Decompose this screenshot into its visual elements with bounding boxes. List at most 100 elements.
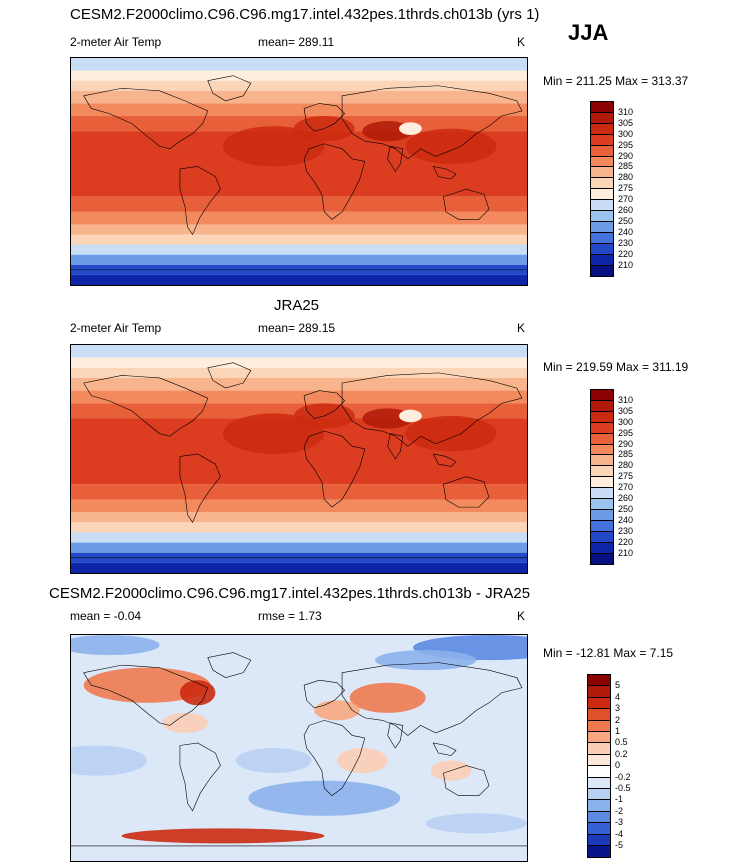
colorbar-label: 1 (615, 726, 621, 736)
panel1-mean-label: mean= 289.11 (258, 35, 335, 49)
colorbar-swatch (587, 674, 611, 687)
colorbar-swatch (587, 833, 611, 846)
colorbar-swatch (590, 498, 614, 510)
colorbar-swatch (587, 731, 611, 744)
panel2-units-label: K (517, 321, 526, 335)
colorbar-swatch (590, 111, 614, 124)
colorbar-swatch (590, 264, 614, 278)
colorbar-swatch (590, 144, 614, 157)
panel2-variable-label: 2-meter Air Temp (70, 321, 162, 335)
panel3-map (70, 634, 528, 862)
colorbar-swatch (590, 210, 614, 222)
colorbar-swatch (590, 389, 614, 401)
colorbar-swatch (590, 410, 614, 423)
colorbar-swatch (587, 788, 611, 801)
colorbar-label: -1 (615, 794, 624, 805)
colorbar-label: 0.5 (615, 737, 628, 748)
colorbar-label: 2 (615, 714, 621, 725)
colorbar-label: 250 (618, 215, 634, 226)
colorbar-label: 4 (615, 691, 621, 702)
colorbar-label: -5 (615, 840, 624, 850)
colorbar-swatch (587, 742, 611, 755)
colorbar-swatch (590, 541, 614, 554)
colorbar-swatch (587, 810, 611, 824)
colorbar-label: -0.5 (615, 783, 631, 793)
colorbar-label: 210 (618, 547, 634, 558)
colorbar-swatch (587, 822, 611, 835)
colorbar-label: 275 (618, 471, 634, 482)
panel1-variable-label: 2-meter Air Temp (70, 35, 162, 49)
panel2-range-label: Min = 219.59 Max = 311.19 (543, 360, 689, 374)
colorbar-label: 230 (618, 237, 634, 248)
panel3-rmse-label: rmse = 1.73 (258, 609, 322, 623)
colorbar-swatch (590, 122, 614, 135)
colorbar-label: 280 (618, 460, 634, 471)
colorbar-label: 210 (618, 259, 634, 270)
panel1-units-label: K (517, 35, 526, 49)
colorbar-label: 280 (618, 172, 634, 183)
colorbar-label: 0.2 (615, 748, 628, 759)
colorbar-swatch (590, 508, 614, 521)
colorbar-swatch (587, 845, 611, 859)
colorbar-swatch (587, 776, 611, 789)
colorbar-swatch (590, 155, 614, 168)
panel3-mean-label: mean = -0.04 (70, 609, 142, 623)
colorbar-swatch (590, 166, 614, 179)
colorbar-swatch (590, 487, 614, 499)
colorbar-swatch (590, 177, 614, 190)
colorbar-label: 285 (618, 161, 634, 172)
colorbar-swatch (590, 231, 614, 244)
colorbar-label: 260 (618, 205, 634, 215)
colorbar-swatch (590, 220, 614, 233)
colorbar-swatch (590, 242, 614, 255)
panel1-title: CESM2.F2000climo.C96.C96.mg17.intel.432p… (70, 6, 540, 23)
colorbar-label: 275 (618, 183, 634, 194)
colorbar-swatch (587, 708, 611, 721)
colorbar-swatch (590, 530, 614, 543)
colorbar-swatch (590, 476, 614, 489)
colorbar-swatch (590, 199, 614, 211)
colorbar-label: 290 (618, 150, 634, 161)
colorbar-label: 290 (618, 438, 634, 449)
season-label: JJA (568, 20, 609, 45)
colorbar-swatch (590, 552, 614, 566)
colorbar-label: 230 (618, 525, 634, 536)
map-field (71, 345, 527, 573)
colorbar-label: 220 (618, 536, 634, 547)
colorbar-swatch (587, 765, 611, 778)
panel3-title: CESM2.F2000climo.C96.C96.mg17.intel.432p… (49, 585, 531, 602)
colorbar-label: 240 (618, 514, 634, 525)
colorbar-label: 300 (618, 128, 634, 139)
colorbar-label: 305 (618, 117, 634, 128)
colorbar-label: -0.2 (615, 771, 631, 782)
colorbar-swatch (590, 421, 614, 434)
panel2-map (70, 344, 528, 574)
colorbar-swatch (587, 696, 611, 710)
colorbar-swatch (590, 519, 614, 532)
colorbar-label: 310 (618, 106, 634, 117)
colorbar-swatch (590, 399, 614, 412)
colorbar-label: 295 (618, 139, 634, 150)
colorbar-swatch (590, 133, 614, 146)
colorbar-swatch (590, 253, 614, 266)
colorbar-swatch (590, 454, 614, 467)
colorbar-label: 300 (618, 416, 634, 427)
colorbar-label: -3 (615, 817, 624, 828)
panel3-range-label: Min = -12.81 Max = 7.15 (543, 646, 674, 660)
colorbar-swatch (587, 799, 611, 812)
map-field (71, 58, 527, 285)
colorbar-swatch (590, 432, 614, 445)
panel2-mean-label: mean= 289.15 (258, 321, 336, 335)
colorbar-label: -4 (615, 828, 624, 839)
colorbar-label: 5 (615, 680, 621, 691)
colorbar-label: 0 (615, 760, 621, 771)
panel1-range-label: Min = 211.25 Max = 313.37 (543, 74, 689, 88)
colorbar-swatch (587, 685, 611, 698)
colorbar-label: 250 (618, 503, 634, 514)
colorbar-swatch (590, 188, 614, 201)
colorbar-label: 270 (618, 194, 634, 205)
colorbar-swatch (590, 443, 614, 456)
panel2-title: JRA25 (274, 297, 320, 314)
colorbar-label: 295 (618, 427, 634, 438)
colorbar-label: 310 (618, 394, 634, 405)
